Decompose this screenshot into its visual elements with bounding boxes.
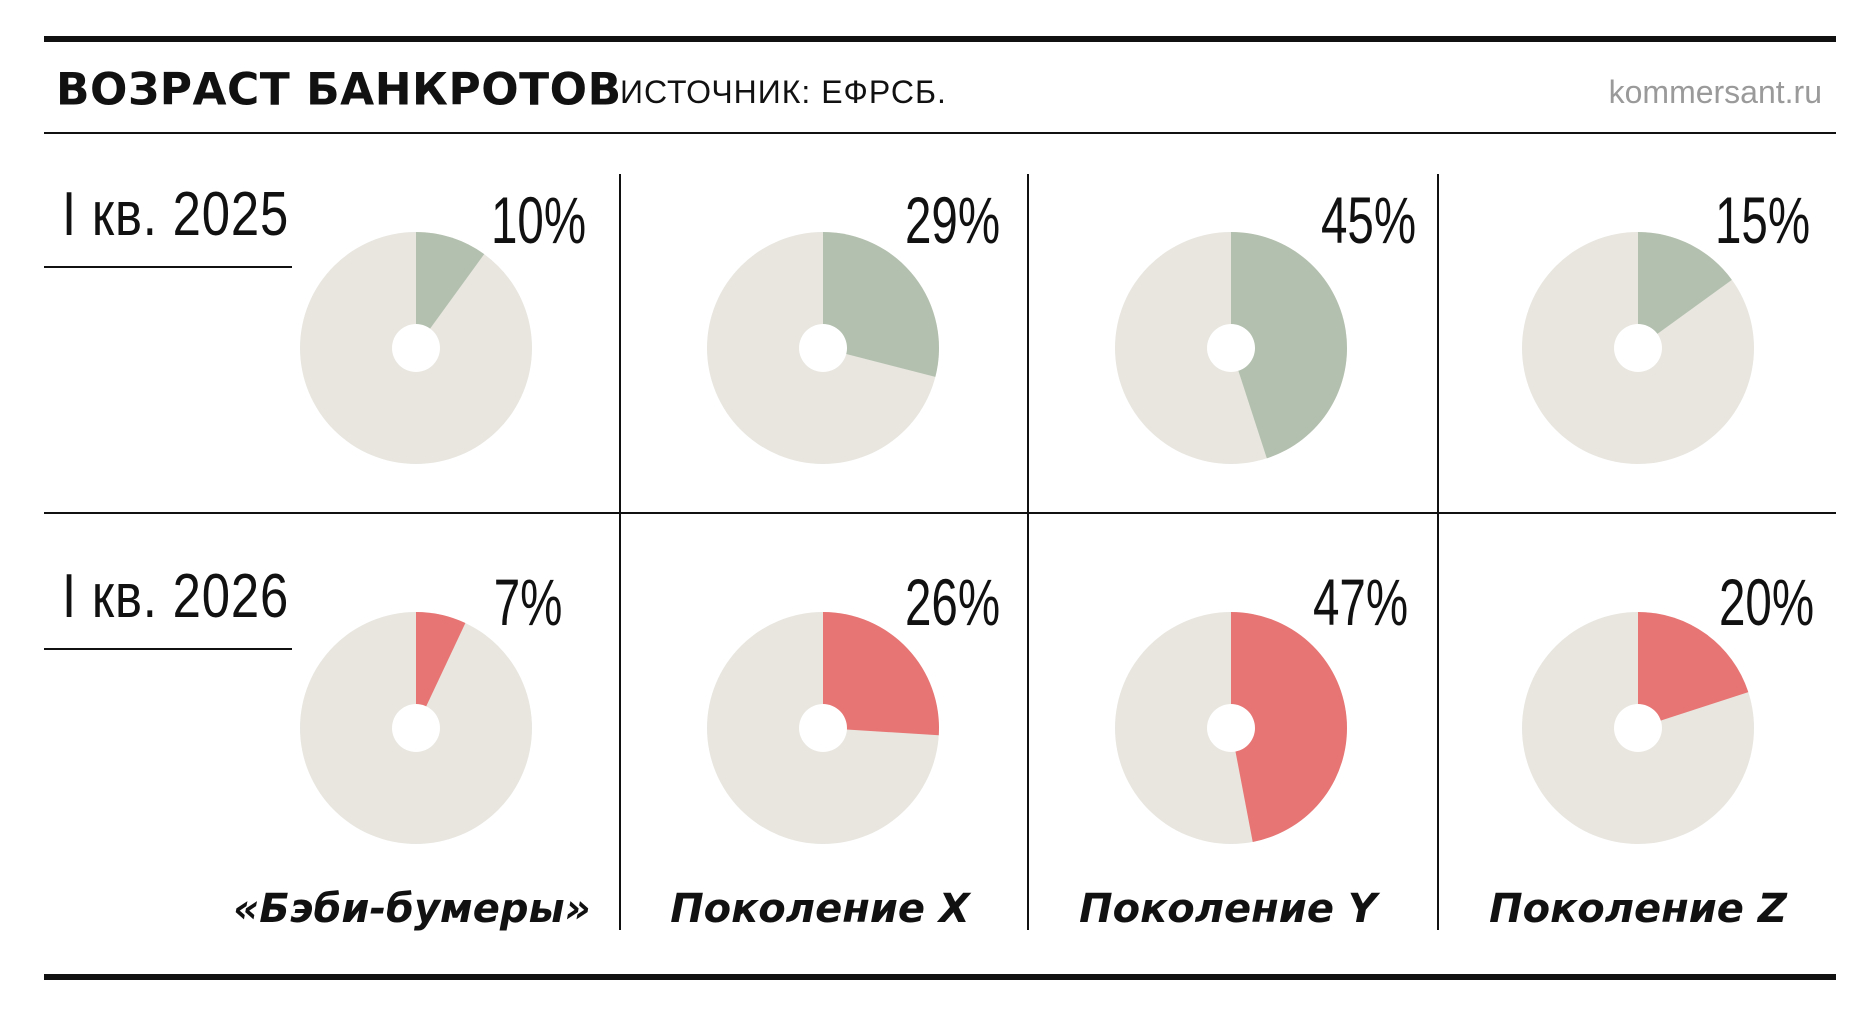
category-label-boomers: «Бэби-бумеры» [233,886,591,932]
pct-2025-gen-z: 15% [1714,183,1810,257]
pct-2026-boomers: 7% [493,565,562,639]
pct-2025-gen-y: 45% [1320,183,1416,257]
pie-center-hole [799,324,847,372]
pct-2026-gen-z: 20% [1718,565,1814,639]
pie-center-hole [799,704,847,752]
pie-value-slice [1638,612,1749,728]
pie-center-hole [1614,324,1662,372]
column-divider-1 [619,174,621,930]
category-label-gen-y: Поколение Y [1079,886,1377,932]
pie-value-slice [823,232,939,377]
pct-2026-gen-y: 47% [1312,565,1408,639]
chart-source: ИСТОЧНИК: ЕФРСБ. [620,74,947,110]
header-rule [44,132,1836,134]
chart-title: ВОЗРАСТ БАНКРОТОВ [56,63,622,116]
pie-2025-boomers [300,232,532,464]
pie-center-hole [1207,324,1255,372]
pie-value-slice [416,232,485,348]
pie-value-slice [1231,612,1347,842]
pct-2025-boomers: 10% [490,183,586,257]
row-label-2025: I кв. 2025 [62,180,290,249]
pie-value-slice [416,612,466,728]
pie-2026-gen-x [707,612,939,844]
pie-2025-gen-z [1522,232,1754,464]
pie-2025-gen-y [1115,232,1347,464]
pie-center-hole [1614,704,1662,752]
column-divider-2 [1027,174,1029,930]
pie-center-hole [1207,704,1255,752]
pie-value-slice [823,612,939,736]
row2-label-underline [44,648,292,650]
pct-2026-gen-x: 26% [904,565,1000,639]
pie-2026-gen-y [1115,612,1347,844]
category-label-gen-z: Поколение Z [1489,886,1787,932]
bottom-rule [44,974,1836,980]
pct-2025-gen-x: 29% [904,183,1000,257]
pie-2025-gen-x [707,232,939,464]
row1-label-underline [44,266,292,268]
pie-2026-gen-z [1522,612,1754,844]
row-divider-rule [44,512,1836,514]
row-label-2026: I кв. 2026 [62,562,290,631]
site-link[interactable]: kommersant.ru [1608,74,1822,110]
pie-value-slice [1638,232,1732,348]
category-label-gen-x: Поколение X [670,886,970,932]
pie-center-hole [392,704,440,752]
pie-2026-boomers [300,612,532,844]
pie-center-hole [392,324,440,372]
column-divider-3 [1437,174,1439,930]
pie-value-slice [1231,232,1347,459]
top-rule [44,36,1836,42]
